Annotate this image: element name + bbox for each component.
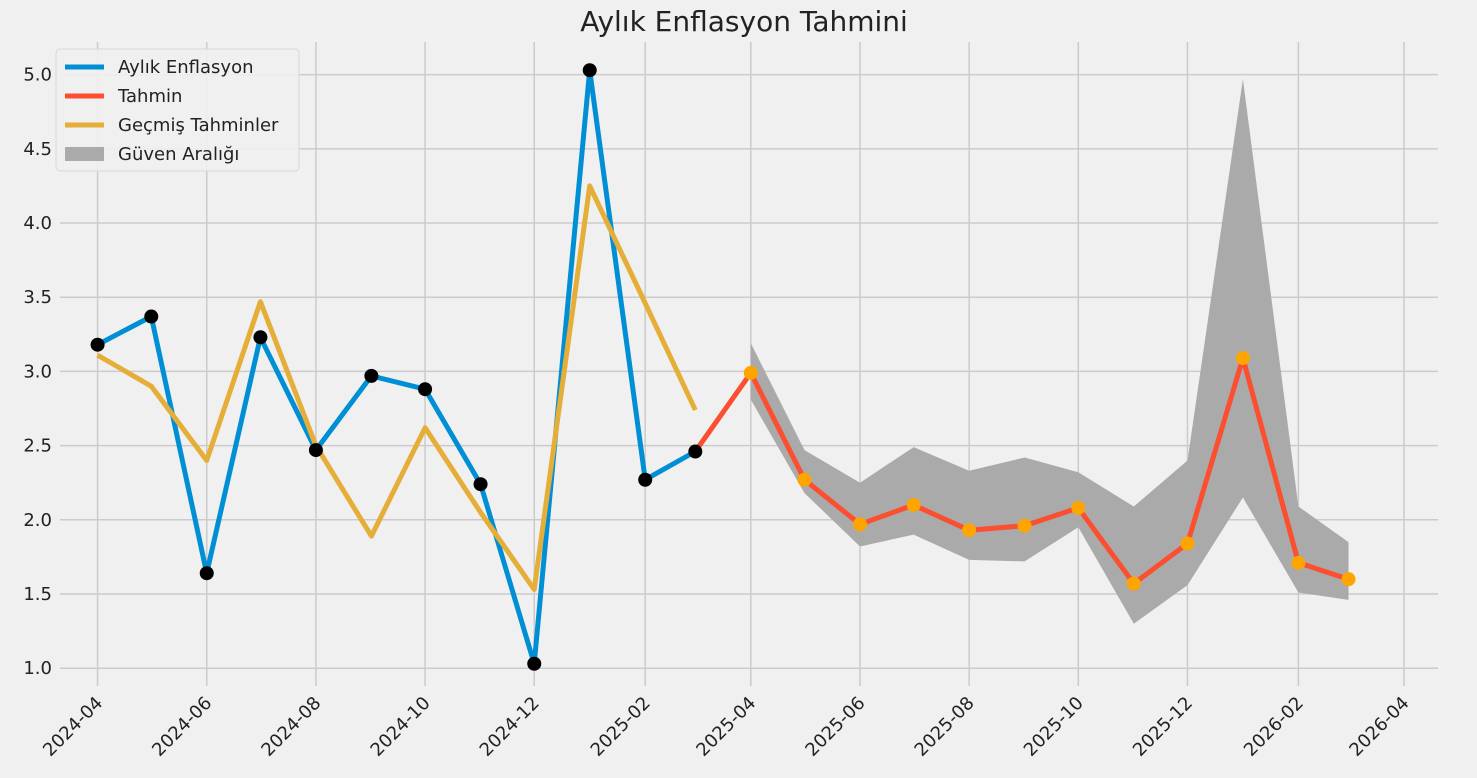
forecast-point	[1235, 351, 1250, 366]
y-tick-label: 2.0	[23, 510, 52, 531]
x-tick-label: 2024-04	[39, 693, 107, 761]
x-tick-label: 2025-04	[692, 693, 760, 761]
legend-swatch-confidence-band	[65, 147, 104, 161]
x-tick-label: 2024-12	[476, 693, 544, 761]
actual-inflation-point	[144, 309, 159, 324]
confidence-band-layer	[750, 79, 1349, 624]
y-tick-label: 2.5	[23, 436, 52, 457]
legend-box	[55, 48, 300, 172]
x-tick-label: 2024-06	[148, 693, 216, 761]
actual-inflation-point	[253, 330, 268, 345]
y-tick-label: 1.0	[23, 658, 52, 679]
forecast-point	[743, 365, 758, 380]
forecast-point	[1291, 555, 1306, 570]
y-tick-label: 1.5	[23, 584, 52, 605]
actual-inflation-point	[418, 382, 433, 397]
legend-label-past-forecasts: Geçmiş Tahminler	[118, 115, 279, 136]
actual-inflation-point	[199, 566, 214, 581]
y-tick-label: 5.0	[23, 65, 52, 86]
past-forecasts-line	[96, 183, 698, 592]
forecast-point	[1341, 572, 1356, 587]
legend-label-actual-inflation: Aylık Enflasyon	[118, 57, 254, 78]
confidence-band-area	[750, 79, 1349, 624]
y-tick-label: 4.5	[23, 139, 52, 160]
y-tick-label: 3.0	[23, 361, 52, 382]
x-tick-label: 2025-08	[911, 693, 979, 761]
y-tick-label: 3.5	[23, 287, 52, 308]
y-axis-ticks: 1.0 1.5 2.0 2.5 3.0 3.5 4.0 4.5 5.0	[23, 65, 52, 680]
actual-inflation-point	[308, 443, 323, 458]
actual-inflation-point	[582, 63, 597, 78]
y-tick-label: 4.0	[23, 213, 52, 234]
x-tick-label: 2025-06	[801, 693, 869, 761]
markers-layer	[90, 63, 1356, 671]
forecast-point	[962, 523, 977, 538]
chart-title: Aylık Enflasyon Tahmini	[580, 5, 908, 38]
actual-inflation-point	[473, 477, 488, 492]
actual-inflation-point	[364, 368, 379, 383]
forecast-point	[797, 472, 812, 487]
x-axis-ticks: 2024-04 2024-06 2024-08 2024-10 2024-12 2025-…	[39, 693, 1413, 761]
legend-label-confidence-band: Güven Aralığı	[118, 144, 239, 165]
x-tick-label: 2026-04	[1345, 693, 1413, 761]
actual-inflation-point	[638, 472, 653, 487]
forecast-point	[906, 497, 921, 512]
x-tick-label: 2025-12	[1129, 693, 1197, 761]
x-tick-label: 2024-08	[257, 693, 325, 761]
actual-inflation-line	[96, 67, 697, 667]
legend: Aylık Enflasyon Tahmin Geçmiş Tahminler Güv…	[55, 48, 300, 172]
x-tick-label: 2025-02	[587, 693, 655, 761]
actual-inflation-point	[688, 444, 703, 459]
x-tick-label: 2024-10	[367, 693, 435, 761]
forecast-point	[1071, 500, 1086, 515]
forecast-point	[852, 517, 867, 532]
forecast-point	[1180, 536, 1195, 551]
forecast-point	[1017, 518, 1032, 533]
actual-inflation-point	[90, 337, 105, 352]
legend-label-forecast: Tahmin	[117, 86, 182, 107]
x-tick-label: 2025-10	[1020, 693, 1088, 761]
x-tick-label: 2026-02	[1240, 693, 1308, 761]
actual-inflation-point	[527, 656, 542, 671]
forecast-point	[1126, 576, 1141, 591]
